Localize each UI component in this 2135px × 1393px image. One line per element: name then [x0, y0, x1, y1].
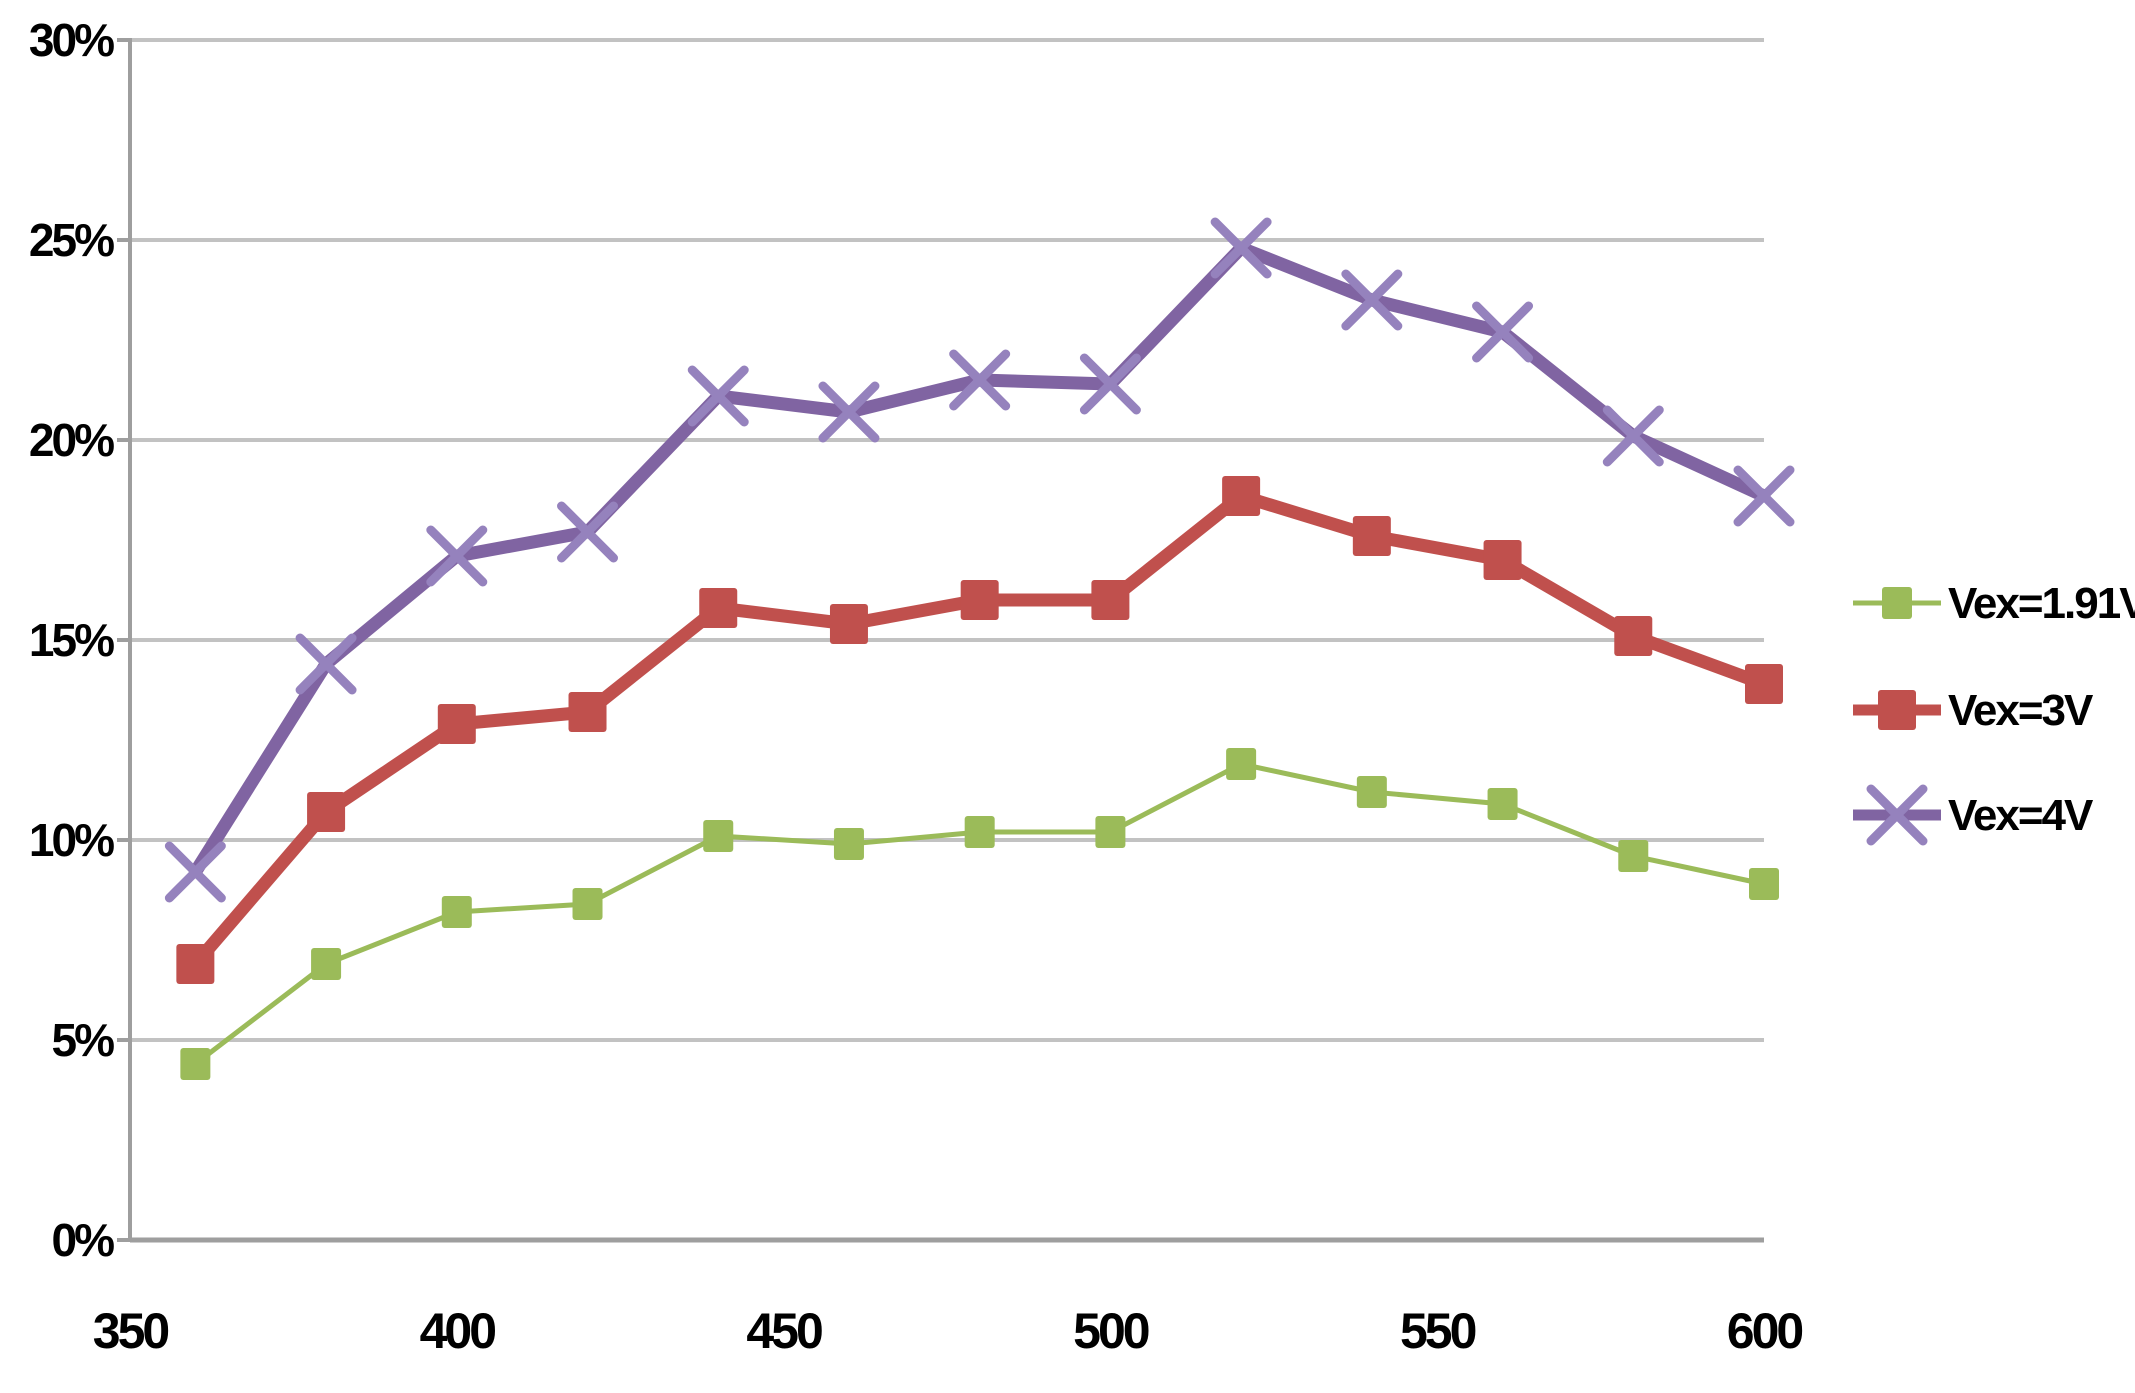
data-point-vex-1-91v-360	[180, 1048, 211, 1080]
y-axis-tick-label: 25%	[29, 214, 114, 266]
data-point-vex-4v-400	[426, 525, 488, 587]
x-axis-tick-label: 400	[420, 1303, 496, 1359]
data-point-vex-4v-460	[818, 381, 880, 443]
data-point-vex-4v-360	[164, 841, 226, 903]
y-axis-tick-label: 5%	[52, 1014, 115, 1066]
y-axis-tick-label: 20%	[29, 414, 114, 466]
data-point-vex-1-91v-440	[703, 820, 734, 852]
series-vex-3v	[176, 476, 1783, 984]
data-point-vex-1-91v-600	[1749, 868, 1779, 900]
axes	[117, 38, 132, 1242]
gridlines	[130, 38, 1764, 1243]
legend-item-vex-4v: Vex=4V	[1853, 784, 2096, 846]
data-point-vex-3v-560	[1483, 540, 1522, 580]
data-point-vex-1-91v-500	[1095, 816, 1126, 848]
data-point-vex-4v-480	[949, 349, 1011, 411]
legend: Vex=1.91V Vex=3V Vex=4V	[1853, 579, 2135, 846]
data-point-vex-1-91v-460	[833, 828, 864, 860]
y-axis-tick-label: 15%	[29, 614, 114, 666]
legend-marker-glyph-vex-1-91v	[1882, 587, 1912, 619]
data-point-vex-4v-560	[1472, 301, 1534, 363]
series-line-vex-1-91v	[192, 761, 1767, 1067]
data-point-vex-1-91v-520	[1226, 748, 1257, 780]
legend-marker-red-square-icon	[1853, 690, 1941, 730]
data-point-vex-3v-380	[307, 792, 346, 832]
legend-label-vex-4v: Vex=4V	[1948, 791, 2094, 840]
data-point-vex-3v-540	[1352, 516, 1391, 556]
data-point-vex-4v-500	[1079, 353, 1141, 415]
legend-marker-glyph-vex-4v	[1866, 784, 1928, 846]
data-point-vex-3v-520	[1222, 476, 1261, 516]
legend-marker-green-square-icon	[1853, 587, 1941, 619]
data-point-vex-3v-460	[829, 604, 868, 644]
legend-label-vex-1-91v: Vex=1.91V	[1948, 579, 2135, 628]
data-point-vex-1-91v-540	[1356, 776, 1387, 808]
y-axis-tick-label: 30%	[29, 14, 114, 66]
y-axis-tick-label: 10%	[29, 814, 114, 866]
legend-label-vex-3v: Vex=3V	[1948, 686, 2094, 735]
x-axis-tick-label: 550	[1400, 1303, 1476, 1359]
data-point-vex-3v-580	[1614, 616, 1653, 656]
data-point-vex-4v-380	[295, 633, 357, 695]
data-point-vex-3v-400	[437, 704, 476, 744]
data-point-vex-3v-500	[1091, 580, 1130, 620]
data-point-vex-4v-540	[1341, 269, 1403, 331]
data-point-vex-3v-360	[176, 944, 215, 984]
series-vex-1-91v	[180, 748, 1779, 1080]
series-line-vex-4v	[188, 241, 1771, 879]
y-axis-tick-labels: 0% 5% 10% 15% 20% 25% 30%	[29, 14, 117, 1266]
legend-item-vex-3v: Vex=3V	[1853, 686, 2096, 735]
x-axis-tick-label: 600	[1727, 1303, 1803, 1359]
legend-item-vex-1-91v: Vex=1.91V	[1853, 579, 2135, 628]
data-point-vex-3v-600	[1745, 664, 1783, 704]
x-axis-tick-label: 450	[746, 1303, 822, 1359]
y-axis-tick-label: 0%	[52, 1214, 115, 1266]
data-point-vex-4v-420	[557, 501, 619, 563]
legend-marker-glyph-vex-3v	[1878, 690, 1916, 730]
data-point-vex-1-91v-400	[441, 896, 472, 928]
data-point-vex-1-91v-580	[1618, 840, 1649, 872]
data-point-vex-3v-420	[568, 692, 607, 732]
data-point-vex-4v-580	[1602, 405, 1664, 467]
legend-marker-purple-x-icon	[1853, 784, 1941, 846]
data-point-vex-1-91v-420	[572, 888, 603, 920]
data-point-vex-4v-600	[1733, 465, 1795, 527]
series-vex-4v	[164, 217, 1795, 903]
data-point-vex-1-91v-380	[311, 948, 342, 980]
data-point-vex-1-91v-480	[964, 816, 995, 848]
series-line-vex-3v	[188, 489, 1771, 971]
data-point-vex-4v-440	[687, 365, 749, 427]
x-axis-tick-label: 350	[93, 1303, 169, 1359]
series-layer	[164, 217, 1795, 1080]
data-point-vex-3v-480	[960, 580, 999, 620]
data-point-vex-1-91v-560	[1487, 788, 1518, 820]
x-axis-tick-label: 500	[1073, 1303, 1149, 1359]
x-axis-tick-labels: 350 400 450 500 550 600	[93, 1303, 1806, 1359]
data-point-vex-3v-440	[699, 588, 738, 628]
data-point-vex-4v-520	[1210, 217, 1272, 279]
